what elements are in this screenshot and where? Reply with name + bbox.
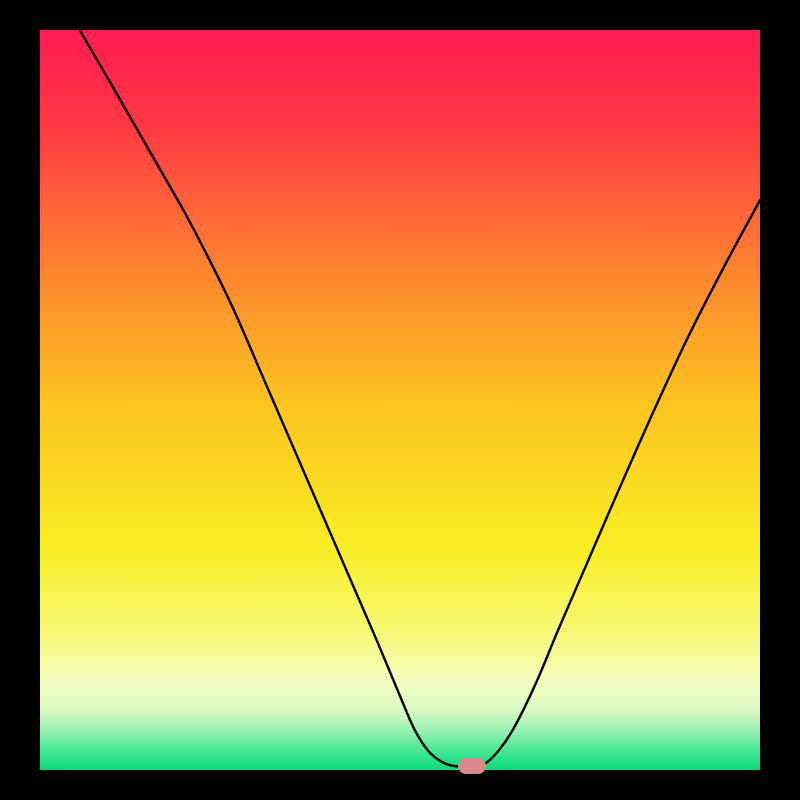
bottleneck-curve <box>40 30 760 770</box>
plot-area <box>40 30 760 770</box>
frame-top <box>0 0 800 30</box>
optimal-marker <box>458 758 486 774</box>
frame-right <box>760 0 800 800</box>
chart-root: TheBottlenecker.com <box>0 0 800 800</box>
frame-left <box>0 0 40 800</box>
frame-bottom <box>0 770 800 800</box>
